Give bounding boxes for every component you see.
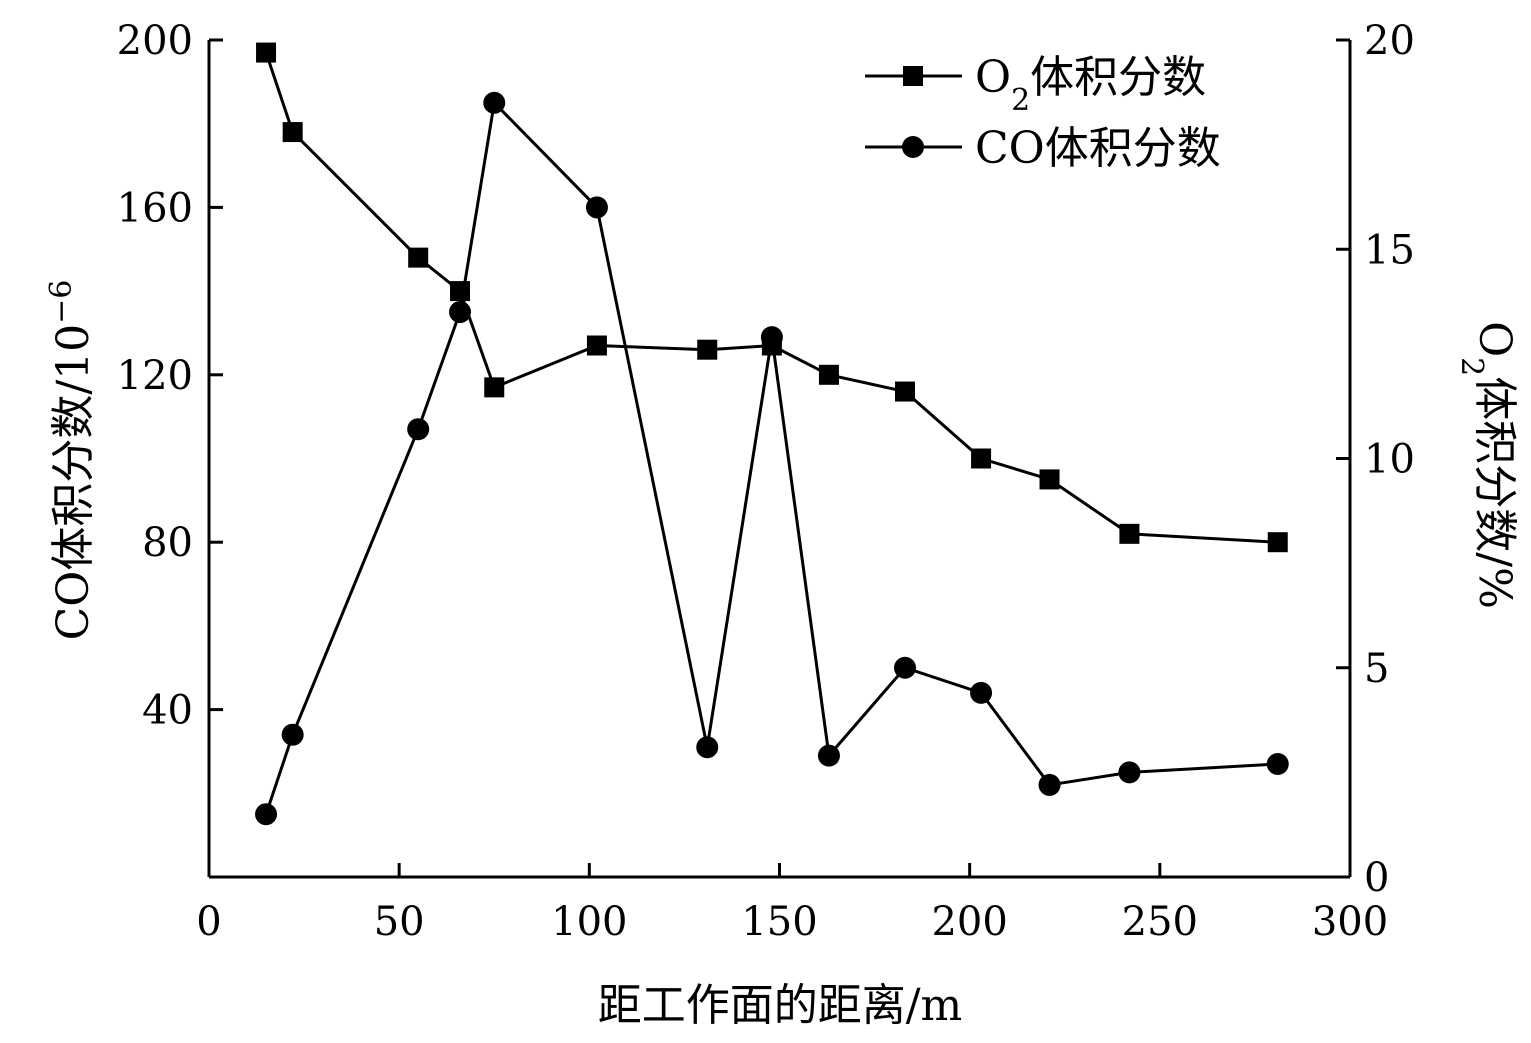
co-point: [760, 326, 783, 349]
y-right-tick-label: 0: [1364, 855, 1389, 901]
x-tick-label: 100: [551, 899, 627, 945]
o2-point: [586, 335, 607, 356]
co-point: [281, 723, 304, 746]
co-point: [970, 681, 993, 704]
y-left-tick-label: 80: [142, 520, 193, 566]
o2-point: [971, 448, 992, 469]
co-point: [696, 736, 719, 759]
y-left-tick-label: 120: [117, 353, 193, 399]
y-right-tick-label: 20: [1364, 18, 1415, 64]
co-point: [585, 196, 608, 219]
co-point: [407, 418, 430, 441]
series-line-co: [264, 99, 1278, 815]
legend-o2-label-main: O: [975, 52, 1011, 103]
legend-o2-label-sub: 2: [1011, 83, 1030, 118]
o2-point: [697, 339, 718, 360]
o2-point: [256, 42, 277, 63]
o2-point: [895, 381, 916, 402]
y-left-axis-title: CO体积分数/10−6: [44, 280, 100, 641]
legend: O2体积分数 CO体积分数: [865, 52, 1221, 174]
x-tick-label: 150: [741, 899, 817, 945]
o2-point: [282, 122, 303, 143]
y-left-axis-title-main: CO体积分数/10: [48, 324, 99, 641]
o2-point: [1039, 469, 1060, 490]
x-tick-label: 250: [1122, 899, 1198, 945]
y-left-tick-label: 200: [117, 18, 193, 64]
y-left-axis-title-sup: −6: [44, 280, 79, 324]
y-right-axis-title-rest: 体积分数/%: [1469, 376, 1520, 609]
y-right-tick-label: 10: [1364, 437, 1415, 483]
co-point: [1118, 761, 1141, 784]
legend-o2-label: O2体积分数: [975, 52, 1206, 118]
y-left-tick-label: 40: [142, 688, 193, 734]
y-right-axis-title-main: O: [1469, 321, 1520, 357]
x-axis-title: 距工作面的距离/m: [598, 980, 963, 1031]
o2-point: [408, 247, 429, 268]
co-point: [1038, 773, 1061, 796]
co-point: [1266, 753, 1289, 776]
y-right-ticks: 0 5 10 15 20: [1336, 18, 1415, 901]
co-point: [255, 803, 278, 826]
y-left-tick-label: 160: [117, 185, 193, 231]
y-right-tick-label: 5: [1364, 646, 1389, 692]
series-layer: [255, 42, 1289, 826]
legend-o2-label-rest: 体积分数: [1030, 52, 1206, 103]
x-tick-label: 300: [1312, 899, 1388, 945]
co-point: [894, 656, 917, 679]
y-right-axis-title-sub: 2: [1455, 357, 1490, 376]
legend-co-marker: [902, 136, 924, 158]
o2-point: [450, 281, 471, 302]
y-right-axis-title: O2体积分数/%: [1455, 321, 1521, 609]
x-tick-label: 50: [374, 899, 425, 945]
legend-co-label: CO体积分数: [975, 123, 1221, 174]
legend-o2-marker: [903, 66, 923, 86]
x-tick-label: 200: [931, 899, 1007, 945]
co-point: [483, 91, 506, 114]
co-point: [817, 744, 840, 767]
o2-point: [484, 377, 505, 398]
x-tick-label: 0: [196, 899, 221, 945]
y-left-ticks: 40 80 120 160 200: [117, 18, 223, 734]
x-ticks: 0 50 100 150 200 250 300: [196, 863, 1388, 945]
y-right-tick-label: 15: [1364, 227, 1415, 273]
o2-point: [818, 364, 839, 385]
co-point: [449, 301, 472, 324]
o2-point: [1119, 523, 1140, 544]
o2-point: [1267, 532, 1288, 553]
